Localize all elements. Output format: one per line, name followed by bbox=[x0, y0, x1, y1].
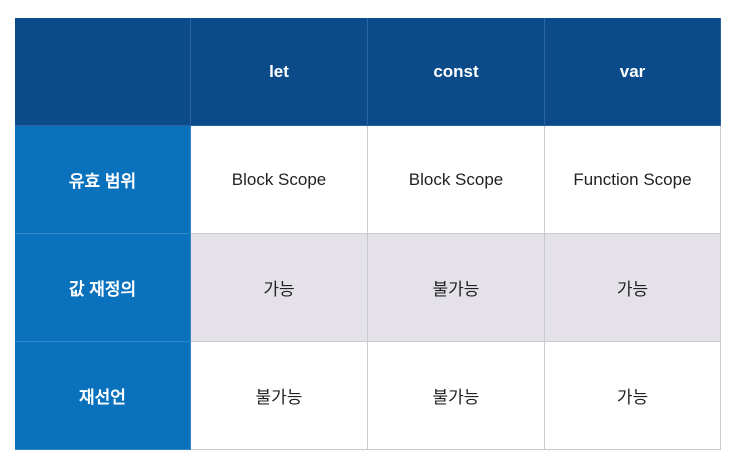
column-header: let bbox=[191, 18, 368, 126]
table-cell: 불가능 bbox=[191, 342, 368, 450]
table-cell: Block Scope bbox=[191, 126, 368, 234]
table-cell: 불가능 bbox=[368, 342, 545, 450]
table-cell: Function Scope bbox=[545, 126, 721, 234]
row-header: 값 재정의 bbox=[15, 234, 191, 342]
row-header: 유효 범위 bbox=[15, 126, 191, 234]
table-cell: 가능 bbox=[191, 234, 368, 342]
column-header: var bbox=[545, 18, 721, 126]
table-cell: 가능 bbox=[545, 234, 721, 342]
column-header: const bbox=[368, 18, 545, 126]
row-header: 재선언 bbox=[15, 342, 191, 450]
table-cell: Block Scope bbox=[368, 126, 545, 234]
comparison-table: let const var 유효 범위 Block Scope Block Scope Fu… bbox=[15, 18, 721, 450]
table-cell: 가능 bbox=[545, 342, 721, 450]
corner-cell bbox=[15, 18, 191, 126]
table-cell: 불가능 bbox=[368, 234, 545, 342]
